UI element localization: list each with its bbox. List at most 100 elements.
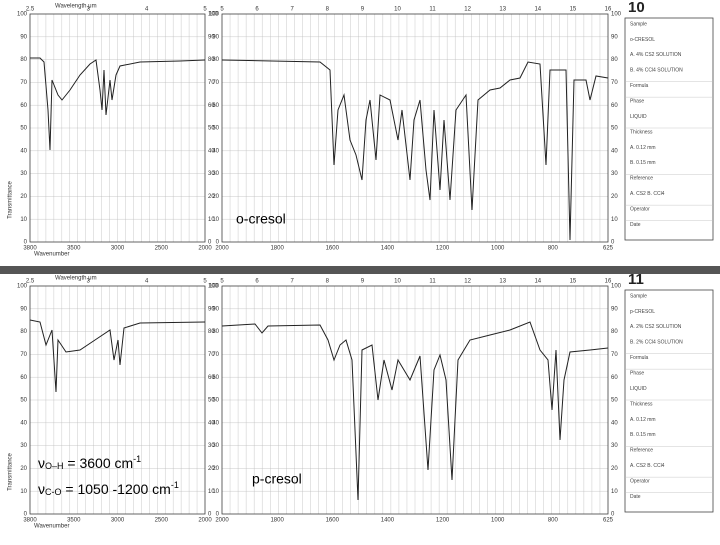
y-tick-label: 80 — [20, 57, 27, 63]
y-tick-label: 50 — [611, 126, 618, 132]
annotation: νO–H = 3600 cm-1 — [38, 454, 141, 471]
y-tick-label: 10 — [212, 489, 219, 495]
plot-frame — [29, 13, 206, 243]
y-tick-label: 0 — [208, 240, 212, 246]
annotation-superscript: -1 — [133, 454, 141, 464]
y-tick-label: 80 — [611, 329, 618, 335]
y-tick-label: 90 — [20, 34, 27, 40]
wavelength-label: 7 — [291, 7, 295, 13]
wavenumber-label: 3800 — [23, 246, 37, 252]
sidebar-text: A. 4% CS2 SOLUTION — [630, 52, 682, 58]
wavelength-label: 14 — [534, 279, 541, 285]
panel-number: 10 — [628, 0, 645, 16]
wavelength-label: 5 — [220, 7, 224, 13]
wavelength-label: 13 — [499, 7, 506, 13]
y-tick-label: 30 — [212, 171, 219, 177]
annotation-subscript: C-O — [45, 487, 62, 497]
sidebar-text: Reference — [630, 448, 653, 454]
y-tick-label: 70 — [212, 80, 219, 86]
y-tick-label: 50 — [208, 398, 215, 404]
y-tick-label: 60 — [212, 375, 219, 381]
wavelength-label: 13 — [499, 279, 506, 285]
spectrum-trace — [29, 319, 206, 393]
annotation-symbol: ν — [38, 455, 45, 471]
wavelength-label: 8 — [326, 7, 330, 13]
plot-frame — [221, 285, 609, 515]
wavenumber-label: 800 — [548, 518, 559, 524]
wavenumber-label: 3000 — [111, 518, 125, 524]
y-tick-label: 10 — [208, 217, 215, 223]
y-tick-label: 0 — [611, 512, 615, 518]
y-tick-label: 0 — [24, 240, 28, 246]
y-tick-label: 100 — [17, 12, 28, 18]
wavenumber-label: 1200 — [436, 518, 450, 524]
panel-number: 11 — [628, 271, 644, 288]
y-tick-label: 40 — [212, 148, 219, 154]
y-tick-label: 80 — [20, 329, 27, 335]
sidebar-text: B. 0.15 mm — [630, 432, 656, 438]
y-tick-label: 30 — [611, 171, 618, 177]
y-tick-label: 40 — [212, 420, 219, 426]
spectrum-trace — [30, 57, 206, 151]
wavenumber-label: 2000 — [215, 518, 229, 524]
y-tick-label: 90 — [212, 34, 219, 40]
y-tick-label: 80 — [212, 329, 219, 335]
sidebar-text: A. CS2 B. CCl4 — [630, 191, 665, 197]
y-tick-label: 40 — [208, 420, 215, 426]
y-tick-label: 60 — [20, 375, 27, 381]
y-tick-label: 60 — [611, 375, 618, 381]
wavelength-label: 5 — [203, 7, 207, 13]
wavenumber-label: 2000 — [198, 246, 212, 252]
y-tick-label: 30 — [212, 443, 219, 449]
wavelength-label: 4 — [145, 7, 149, 13]
wavenumber-label: 800 — [548, 246, 559, 252]
plot-frame — [29, 285, 206, 515]
sidebar-text: Operator — [630, 478, 650, 484]
wavenumber-label: 1600 — [326, 518, 340, 524]
sidebar-frame — [624, 289, 714, 513]
y-tick-label: 100 — [209, 284, 220, 290]
y-tick-label: 40 — [611, 148, 618, 154]
y-tick-label: 70 — [20, 80, 27, 86]
wavelength-label: 12 — [464, 279, 471, 285]
sidebar-text: Reference — [630, 176, 653, 182]
y-tick-label: 60 — [212, 103, 219, 109]
wavenumber-label: 1000 — [491, 246, 505, 252]
sidebar-text: Thickness — [630, 401, 653, 407]
y-tick-label: 30 — [208, 443, 215, 449]
spectrum-trace — [221, 59, 609, 241]
wavelength-label: 15 — [570, 7, 577, 13]
wavelength-label: 2.5 — [26, 7, 35, 13]
y-tick-label: 50 — [212, 398, 219, 404]
y-tick-label: 50 — [611, 398, 618, 404]
sidebar-text: A. 0.12 mm — [630, 417, 656, 423]
y-tick-label: 20 — [20, 194, 27, 200]
wavenumber-label: 2000 — [198, 518, 212, 524]
axis-title: Wavenumber — [34, 524, 69, 530]
y-tick-label: 20 — [212, 466, 219, 472]
axis-title: Transmittance — [8, 180, 14, 218]
sidebar-text: A. 0.12 mm — [630, 145, 656, 151]
y-tick-label: 100 — [208, 284, 219, 290]
y-tick-label: 90 — [208, 306, 215, 312]
wavenumber-label: 1800 — [270, 246, 284, 252]
y-tick-label: 70 — [611, 80, 618, 86]
y-tick-label: 90 — [611, 34, 618, 40]
wavelength-label: 12 — [464, 7, 471, 13]
sidebar-text: o-CRESOL — [630, 37, 655, 43]
y-tick-label: 50 — [20, 126, 27, 132]
y-tick-label: 0 — [24, 512, 28, 518]
y-tick-label: 90 — [208, 34, 215, 40]
y-tick-label: 10 — [611, 489, 618, 495]
wavenumber-label: 2500 — [155, 518, 169, 524]
y-tick-label: 70 — [208, 80, 215, 86]
y-tick-label: 20 — [20, 466, 27, 472]
annotation-symbol: ν — [38, 481, 45, 497]
y-tick-label: 100 — [611, 284, 622, 290]
wavelength-label: 16 — [605, 7, 612, 13]
wavelength-label: 2.5 — [26, 279, 35, 285]
wavelength-label: 9 — [361, 279, 365, 285]
y-tick-label: 100 — [209, 12, 220, 18]
